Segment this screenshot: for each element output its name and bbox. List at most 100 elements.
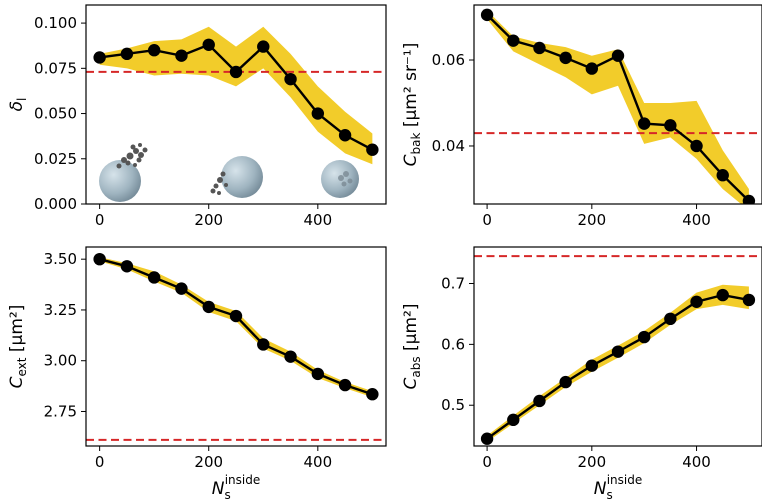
y-axis-label: Cbak [μm² sr⁻¹] (401, 43, 423, 167)
axes-frame (473, 4, 762, 205)
data-point (311, 107, 325, 120)
data-point (585, 62, 599, 75)
data-point (175, 49, 188, 62)
sphere-small-cluster (99, 160, 141, 202)
data-point (507, 34, 520, 47)
axes-frame (473, 246, 762, 447)
plot-body-top-right: 0 200 400 0.04 0.06 Cbak [μm² sr⁻¹] (401, 4, 762, 229)
sphere-illustrations (99, 143, 359, 202)
plot-body-bottom-left: 0 200 400 2.75 3.00 3.25 3.50 Cext [μm²] Nsinsid… (7, 246, 387, 502)
data-point (120, 47, 134, 61)
data-point (93, 51, 106, 64)
data-point (229, 65, 243, 79)
data-point (507, 413, 520, 427)
data-point (147, 271, 161, 284)
plot-body-bottom-right: 0 200 400 0.5 0.6 0.7 Cabs [μm²] Nsinside (401, 246, 762, 502)
x-tick-label: 0 (95, 453, 105, 471)
y-axis-label: Cabs [μm²] (401, 304, 423, 390)
data-point (284, 72, 297, 86)
data-point (480, 8, 494, 22)
axes-frame (85, 246, 387, 447)
data-point (664, 312, 677, 326)
data-point (690, 139, 703, 153)
data-point (338, 378, 352, 392)
data-point (93, 252, 106, 266)
y-tick-label: 0.6 (441, 335, 465, 353)
series-line (99, 258, 373, 396)
uncertainty-band (487, 10, 749, 204)
x-tick-label: 400 (303, 453, 332, 471)
data-point (284, 350, 297, 363)
data-point (366, 143, 379, 156)
x-tick-label: 400 (303, 211, 332, 229)
data-point (480, 432, 494, 445)
data-point (366, 388, 379, 401)
y-tick-label: 0.075 (34, 59, 77, 77)
data-point (202, 300, 215, 314)
data-point (229, 309, 243, 323)
data-point (585, 359, 599, 372)
data-point (559, 51, 572, 65)
x-tick-label: 0 (482, 453, 492, 471)
panel-top-right: 0 200 400 0.04 0.06 Cbak [μm² sr⁻¹] (401, 4, 762, 229)
data-point (120, 260, 134, 273)
uncertainty-band (487, 284, 749, 442)
x-tick-label: 200 (194, 453, 223, 471)
data-point (175, 282, 188, 295)
uncertainty-band (99, 26, 373, 165)
data-point (716, 169, 729, 182)
y-tick-label: 0.000 (34, 195, 77, 213)
y-tick-label: 3.25 (44, 301, 77, 319)
y-tick-label: 0.06 (432, 51, 465, 69)
data-point (147, 44, 161, 57)
axes-frame (85, 4, 387, 205)
data-point (338, 129, 352, 142)
data-point (533, 394, 546, 408)
y-tick-label: 3.50 (44, 250, 77, 268)
data-point (637, 330, 651, 344)
cluster-half-inside (210, 171, 228, 195)
y-axis-label: Cext [μm²] (7, 305, 29, 389)
x-tick-label: 0 (482, 211, 492, 229)
cluster-outside (116, 143, 148, 169)
y-tick-label: 0.100 (34, 14, 77, 32)
y-axis-label: δl (7, 98, 29, 112)
data-point (611, 345, 625, 358)
data-point (311, 367, 325, 381)
y-tick-label: 0.050 (34, 105, 77, 123)
data-point (559, 375, 572, 389)
data-point (716, 288, 729, 302)
uncertainty-band (99, 257, 373, 398)
y-tick-label: 0.5 (441, 396, 465, 414)
plot-body-top-left: 0 200 400 0.000 0.025 0.050 0.075 0.100 δl (7, 4, 387, 229)
x-tick-label: 400 (682, 211, 711, 229)
panel-top-left: 0 200 400 0.000 0.025 0.050 0.075 0.100 δl (7, 4, 387, 229)
y-tick-label: 0.025 (34, 150, 77, 168)
y-tick-label: 0.04 (432, 137, 465, 155)
data-point (690, 295, 703, 308)
y-tick-label: 2.75 (44, 402, 77, 420)
x-axis-label: Nsinside (212, 473, 261, 502)
x-axis-label: Nsinside (594, 473, 643, 502)
cluster-inside (338, 171, 353, 187)
panel-bottom-left: 0 200 400 2.75 3.00 3.25 3.50 Cext [μm²] Nsinsid… (7, 246, 387, 502)
data-point (533, 41, 546, 55)
y-tick-label: 0.7 (441, 275, 465, 293)
data-point (664, 119, 677, 132)
panel-bottom-right: 0 200 400 0.5 0.6 0.7 Cabs [μm²] Nsinside (401, 246, 762, 502)
y-tick-label: 3.00 (44, 352, 77, 370)
data-point (257, 338, 270, 351)
data-point (637, 117, 651, 130)
x-tick-label: 400 (682, 453, 711, 471)
data-point (742, 293, 756, 307)
data-point (611, 49, 625, 62)
data-point (257, 40, 270, 53)
series-line (486, 293, 750, 440)
sphere-medium-cluster (221, 156, 263, 198)
data-point (202, 38, 215, 51)
data-point (742, 194, 756, 204)
x-tick-label: 200 (577, 211, 606, 229)
x-tick-label: 200 (194, 211, 223, 229)
x-tick-label: 0 (95, 211, 105, 229)
